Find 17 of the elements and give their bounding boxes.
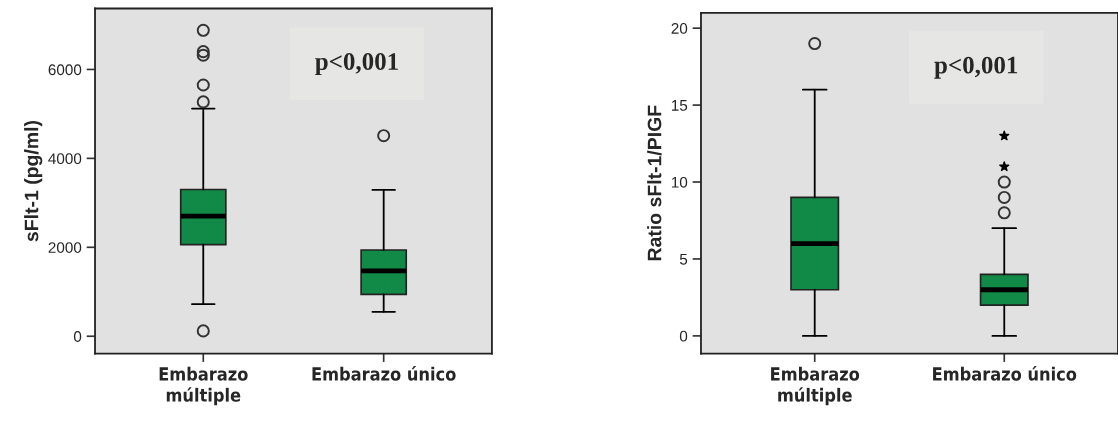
x-tick-label: Embarazo único xyxy=(933,366,1077,381)
x-tick-label: Embarazo múltiple xyxy=(771,366,860,406)
y-tick-label: 10 xyxy=(671,176,688,188)
y-tick-label: 4000 xyxy=(48,153,82,165)
y-axis-title: sFlt-1 (pg/ml) xyxy=(24,120,43,242)
annotation: p<0,001 xyxy=(934,56,1018,79)
y-tick-label: 20 xyxy=(671,23,688,34)
y-tick-label: 6000 xyxy=(48,64,82,76)
y-tick-label: 5 xyxy=(679,253,688,265)
y-tick-label: 0 xyxy=(73,331,82,342)
x-tick-label: Embarazo único xyxy=(312,366,456,381)
y-tick-label: 0 xyxy=(679,330,688,342)
y-tick-label: 2000 xyxy=(48,242,82,253)
y-tick-label: 15 xyxy=(671,100,688,111)
y-axis-title: Ratio sFlt-1/PIGF xyxy=(647,105,662,261)
x-tick-label: Embarazo múltiple xyxy=(159,366,248,406)
annotation: p<0,001 xyxy=(315,53,398,76)
